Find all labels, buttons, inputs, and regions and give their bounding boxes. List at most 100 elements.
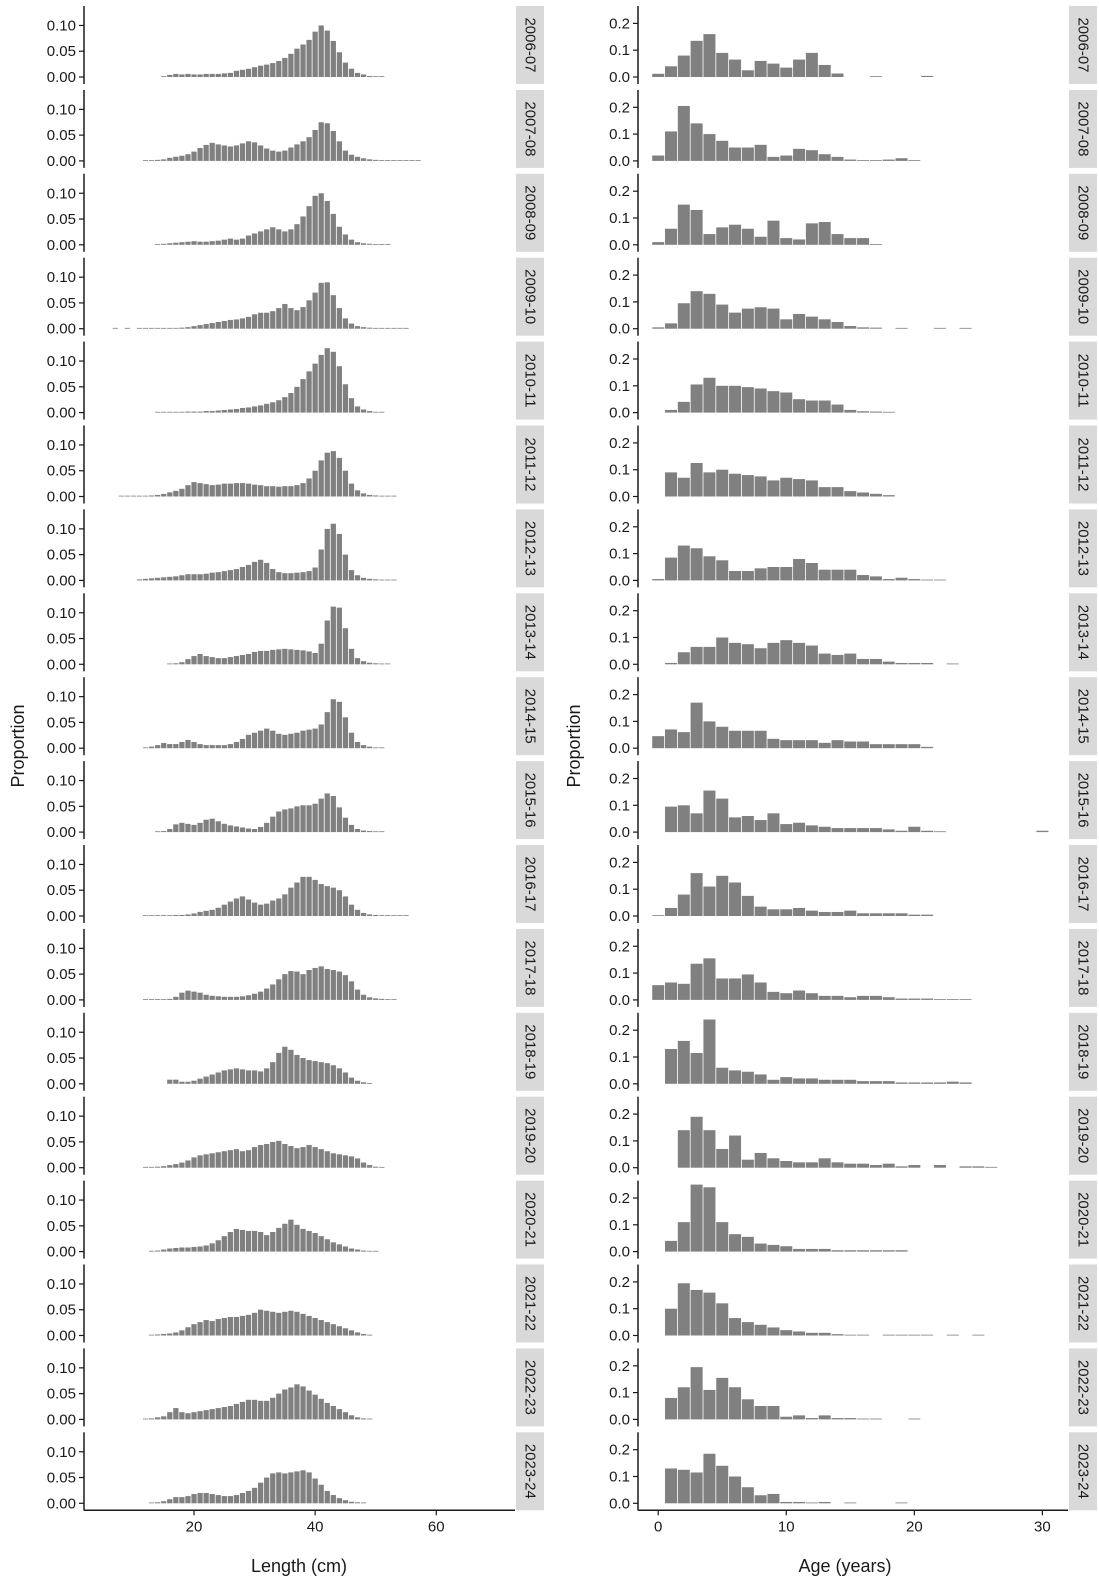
histogram-bar xyxy=(342,62,349,77)
histogram-bar xyxy=(215,73,221,77)
histogram-bar xyxy=(342,1500,349,1504)
histogram-bar xyxy=(191,326,197,329)
histogram-bar xyxy=(780,567,793,581)
histogram-bar xyxy=(276,400,282,413)
y-tick-label: 0.00 xyxy=(47,1495,76,1512)
y-tick-label: 0.1 xyxy=(609,462,630,479)
length-panel: 0.00 0.05 0.10 2012-13 xyxy=(47,509,544,589)
y-tick-label: 0.00 xyxy=(47,321,76,338)
histogram-bar xyxy=(869,1250,882,1252)
histogram-bar xyxy=(342,1155,349,1168)
histogram-bar xyxy=(276,1227,282,1252)
histogram-bar xyxy=(330,523,336,581)
histogram-bar xyxy=(857,238,870,245)
histogram-bar xyxy=(716,1377,729,1420)
y-tick-label: 0.1 xyxy=(609,797,630,814)
histogram-bar xyxy=(191,991,197,1000)
histogram-bar xyxy=(318,1236,324,1252)
y-tick-label: 0.1 xyxy=(609,546,630,563)
histogram-bar xyxy=(318,549,324,581)
histogram-bar xyxy=(754,307,767,329)
histogram-bar xyxy=(148,1334,155,1336)
histogram-bar xyxy=(379,244,385,245)
histogram-bar xyxy=(173,242,179,245)
length-panel: 0.00 0.05 0.10 2008-09 xyxy=(47,173,544,254)
histogram-bar xyxy=(741,571,754,581)
histogram-bar xyxy=(124,495,131,497)
histogram-bar xyxy=(379,495,385,497)
histogram-bar xyxy=(221,996,227,1000)
histogram-bar xyxy=(805,223,818,245)
age-panel: 0.0 0.1 0.2 2009-10 xyxy=(609,257,1097,338)
histogram-bar xyxy=(258,1145,264,1168)
y-tick-label: 0.00 xyxy=(47,237,76,254)
histogram-bar xyxy=(767,156,780,161)
y-tick-label: 0.0 xyxy=(609,824,630,841)
histogram-bar xyxy=(209,241,215,245)
y-tick-label: 0.2 xyxy=(609,603,630,620)
facet-strip xyxy=(516,845,544,923)
histogram-bar xyxy=(270,984,276,1000)
histogram-bar xyxy=(665,982,678,1000)
histogram-bar xyxy=(831,156,844,161)
histogram-bar xyxy=(882,744,895,749)
histogram-bar xyxy=(161,243,167,245)
histogram-bar xyxy=(264,1235,270,1252)
histogram-bar xyxy=(209,572,215,581)
facet-strip-label: 2016-17 xyxy=(522,856,539,911)
histogram-bar xyxy=(805,993,818,1000)
histogram-bar xyxy=(831,740,844,749)
length-panel: 0.00 0.05 0.10 2020-21 xyxy=(47,1180,544,1261)
histogram-bar xyxy=(946,663,959,665)
histogram-bar xyxy=(780,1330,793,1336)
histogram-bar xyxy=(409,160,415,161)
histogram-bar xyxy=(185,241,191,245)
y-tick-label: 0.2 xyxy=(609,1358,630,1375)
histogram-bar xyxy=(869,411,882,413)
histogram-bar xyxy=(264,312,270,329)
histogram-bar xyxy=(185,485,191,497)
histogram-bar xyxy=(373,831,379,833)
histogram-bar xyxy=(215,144,221,161)
length-panel: 0.00 0.05 0.10 2013-14 xyxy=(47,593,544,673)
histogram-bar xyxy=(882,1163,895,1168)
histogram-bar xyxy=(385,495,391,497)
histogram-bar xyxy=(142,915,149,916)
histogram-bar xyxy=(312,1233,318,1252)
length-panel: 0.00 0.05 0.10 2019-20 xyxy=(47,1096,544,1177)
histogram-bar xyxy=(197,411,203,413)
histogram-bar xyxy=(729,817,742,833)
histogram-bar xyxy=(741,974,754,1000)
histogram-bar xyxy=(276,649,282,665)
histogram-bar xyxy=(716,52,729,77)
histogram-bar xyxy=(831,1334,844,1336)
histogram-bar xyxy=(360,1250,367,1252)
y-tick-label: 0.05 xyxy=(47,798,76,815)
histogram-bar xyxy=(179,662,185,665)
histogram-bar xyxy=(203,73,209,77)
histogram-bar xyxy=(690,209,703,245)
histogram-bar xyxy=(780,909,793,916)
histogram-bar xyxy=(185,327,191,329)
histogram-bar xyxy=(276,1393,282,1420)
histogram-bar xyxy=(191,1494,197,1504)
histogram-bar xyxy=(972,1166,985,1168)
histogram-bar xyxy=(179,914,185,916)
histogram-bar xyxy=(191,241,197,245)
histogram-bar xyxy=(754,1074,767,1084)
histogram-bar xyxy=(729,1387,742,1420)
histogram-bar xyxy=(227,483,233,497)
histogram-bar xyxy=(306,729,312,749)
histogram-bar xyxy=(251,651,258,665)
histogram-bar xyxy=(306,39,312,77)
histogram-bar xyxy=(245,141,252,161)
histogram-bar xyxy=(367,75,373,77)
histogram-bar xyxy=(179,1081,185,1084)
histogram-bar xyxy=(652,736,665,749)
histogram-bar xyxy=(148,1502,155,1504)
histogram-bar xyxy=(754,236,767,245)
histogram-bar xyxy=(233,1403,240,1420)
histogram-bar xyxy=(677,55,690,77)
histogram-bar xyxy=(239,1492,246,1504)
